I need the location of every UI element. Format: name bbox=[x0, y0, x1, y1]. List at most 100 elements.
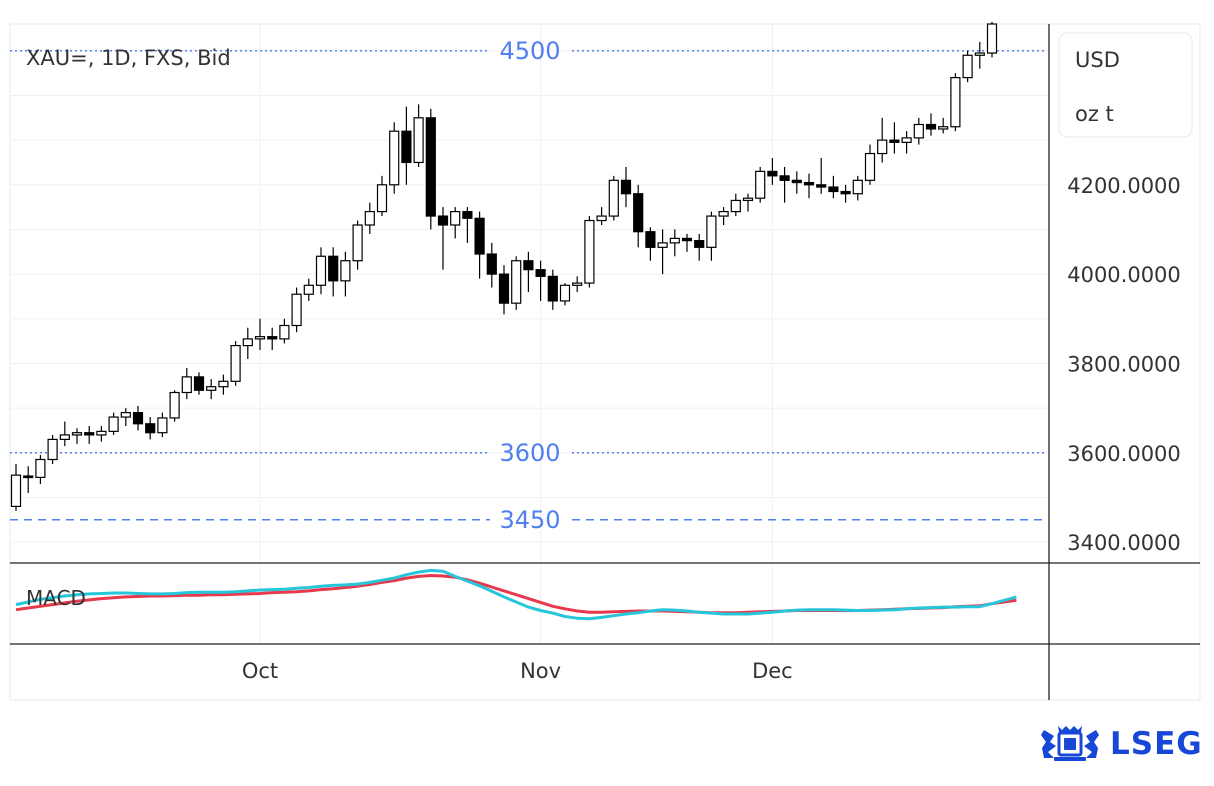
candle bbox=[291, 287, 302, 333]
candle-body-up bbox=[596, 215, 607, 222]
candle bbox=[71, 428, 83, 444]
candle bbox=[559, 283, 571, 306]
candle-body-down bbox=[23, 475, 34, 479]
candle bbox=[950, 73, 961, 132]
candle bbox=[730, 193, 741, 217]
candle-body-up bbox=[608, 179, 619, 217]
candle bbox=[120, 408, 131, 426]
candle bbox=[523, 251, 534, 292]
candle-body-up bbox=[96, 430, 107, 436]
y-tick-label: 4000.0000 bbox=[1067, 263, 1181, 287]
candle bbox=[328, 247, 339, 297]
candle bbox=[376, 175, 388, 217]
macd-panel bbox=[15, 568, 1017, 621]
candle-body-up bbox=[376, 184, 388, 213]
candle-body-up bbox=[315, 255, 327, 286]
candle-body-up bbox=[864, 152, 876, 181]
candle bbox=[877, 117, 888, 163]
candle-body-up bbox=[706, 215, 717, 248]
candle-body-up bbox=[254, 336, 266, 340]
candle-body-up bbox=[389, 130, 400, 186]
candle-body-down bbox=[401, 130, 412, 164]
candle-body-up bbox=[901, 137, 912, 143]
reference-label-3450: 3450 bbox=[499, 506, 560, 534]
candle-body-down bbox=[779, 175, 790, 181]
candle-body-up bbox=[755, 170, 766, 199]
candle-body-down bbox=[840, 190, 851, 195]
candle bbox=[852, 175, 863, 201]
candle-body-up bbox=[450, 211, 461, 226]
candle bbox=[450, 207, 461, 239]
candle bbox=[986, 21, 998, 58]
candle bbox=[474, 211, 485, 279]
chart-frame bbox=[9, 23, 1201, 701]
candle-body-up bbox=[657, 242, 668, 248]
candle-body-up bbox=[974, 52, 985, 56]
candle-body-up bbox=[340, 260, 351, 282]
candle-body-down bbox=[803, 181, 815, 186]
brand: LSEG bbox=[1040, 722, 1203, 766]
candle-body-down bbox=[328, 255, 339, 282]
candle-body-up bbox=[950, 76, 961, 128]
candle-body-up bbox=[669, 237, 680, 244]
y-tick-label: 3800.0000 bbox=[1067, 352, 1181, 376]
lion-crest-icon bbox=[1041, 726, 1099, 761]
candle-body-down bbox=[681, 237, 693, 242]
candle bbox=[242, 327, 253, 359]
x-tick-label-nov: Nov bbox=[520, 659, 561, 683]
candle-body-up bbox=[181, 376, 192, 394]
candle-body-up bbox=[986, 23, 998, 54]
candle bbox=[645, 227, 656, 261]
candle bbox=[486, 242, 497, 288]
candle-body-up bbox=[291, 293, 302, 327]
candle-body-up bbox=[962, 54, 973, 79]
candle bbox=[669, 229, 680, 257]
candle-body-up bbox=[120, 412, 131, 418]
candle-body-up bbox=[71, 432, 83, 436]
candle bbox=[315, 247, 327, 295]
candle bbox=[864, 144, 876, 185]
candle bbox=[596, 207, 607, 225]
candle bbox=[437, 207, 449, 270]
candle bbox=[779, 166, 790, 203]
candle bbox=[755, 166, 766, 203]
candle bbox=[803, 173, 815, 199]
candle bbox=[901, 131, 912, 154]
candle bbox=[681, 233, 693, 252]
candles bbox=[10, 21, 998, 511]
candle-body-down bbox=[535, 269, 546, 277]
candle bbox=[962, 50, 973, 83]
candle-body-up bbox=[206, 386, 217, 391]
candle bbox=[47, 434, 58, 464]
candle bbox=[974, 41, 985, 69]
candle bbox=[10, 463, 22, 511]
macd-series-macd bbox=[15, 568, 1017, 621]
candle-body-down bbox=[523, 260, 534, 271]
candle-body-up bbox=[364, 211, 375, 226]
candle-body-down bbox=[925, 123, 937, 130]
candle-body-up bbox=[938, 126, 949, 130]
candle-body-down bbox=[425, 117, 436, 217]
candle bbox=[828, 175, 839, 199]
candle-body-down bbox=[132, 412, 144, 425]
candle bbox=[364, 202, 375, 234]
candle-body-down bbox=[547, 275, 558, 302]
candle-body-down bbox=[633, 193, 644, 233]
candle bbox=[913, 117, 924, 145]
candle bbox=[620, 166, 632, 208]
candle bbox=[35, 455, 46, 485]
candle-body-up bbox=[913, 123, 924, 139]
reference-label-4500: 4500 bbox=[499, 37, 560, 65]
candle-body-down bbox=[498, 273, 510, 304]
candle-body-up bbox=[169, 391, 180, 419]
candle-body-up bbox=[35, 458, 46, 478]
candle-body-down bbox=[193, 376, 205, 391]
candle-body-up bbox=[10, 474, 22, 507]
y-tick-label: 3400.0000 bbox=[1067, 531, 1181, 555]
candle bbox=[23, 466, 34, 493]
candle bbox=[718, 207, 729, 225]
candle-body-up bbox=[230, 345, 241, 382]
candle-body-up bbox=[108, 416, 119, 432]
candle-body-up bbox=[559, 284, 571, 302]
candle-body-up bbox=[718, 211, 729, 217]
